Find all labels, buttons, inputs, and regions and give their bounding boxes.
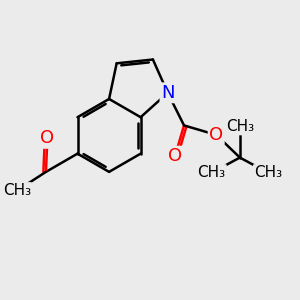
- Text: O: O: [40, 129, 55, 147]
- Text: O: O: [209, 126, 223, 144]
- Text: CH₃: CH₃: [197, 165, 226, 180]
- Text: CH₃: CH₃: [254, 165, 282, 180]
- Text: CH₃: CH₃: [3, 183, 31, 198]
- Text: N: N: [161, 84, 175, 102]
- Text: O: O: [168, 147, 182, 165]
- Text: CH₃: CH₃: [226, 119, 254, 134]
